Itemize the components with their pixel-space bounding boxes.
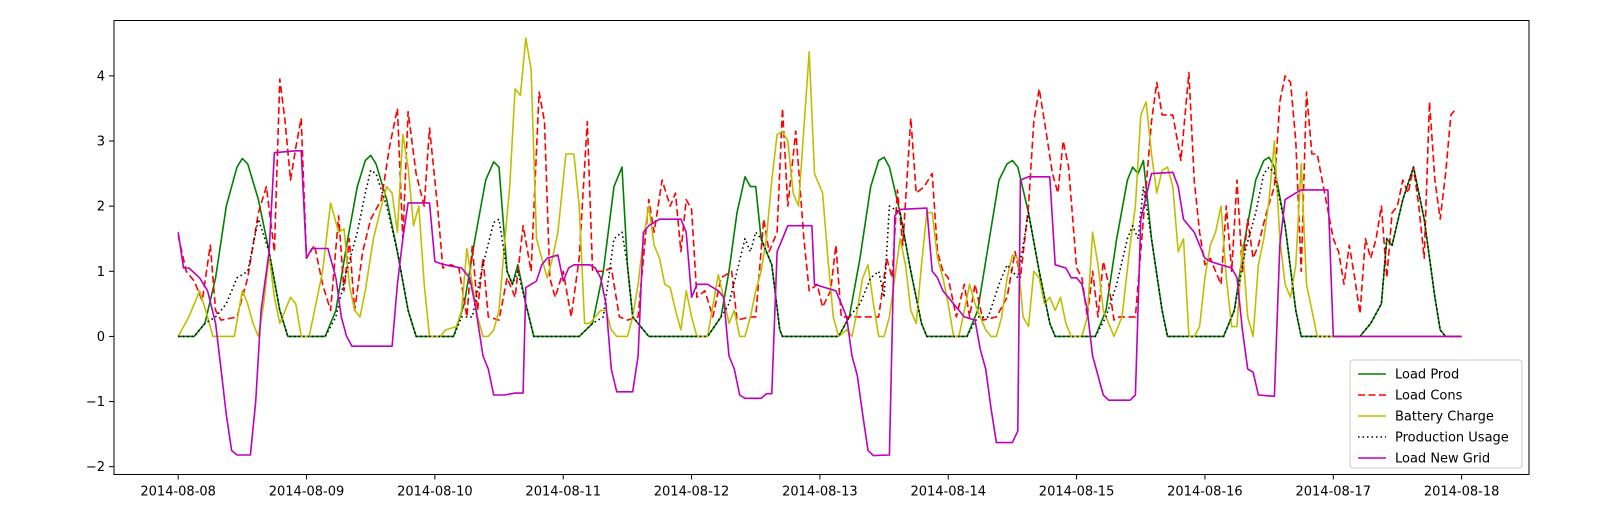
series-line-load-prod	[178, 154, 1462, 338]
x-tick-label: 2014-08-13	[782, 485, 858, 500]
plot-frame	[113, 20, 1530, 475]
x-tick-label: 2014-08-14	[910, 485, 986, 500]
x-axis: 2014-08-08 2014-08-09 2014-08-10 2014-08-11…	[140, 474, 1500, 500]
legend-label: Load Prod	[1395, 368, 1459, 383]
x-tick-label: 2014-08-17	[1295, 485, 1371, 500]
plot-area	[114, 20, 1529, 475]
series-line-load-cons	[177, 71, 1457, 321]
y-tick-label: 3	[97, 135, 105, 150]
series-line-battery-charge	[177, 37, 1462, 338]
y-tick-label: −1	[86, 395, 105, 410]
legend-box	[1349, 359, 1523, 469]
legend-label: Load Cons	[1395, 389, 1463, 404]
x-tick-label: 2014-08-15	[1039, 485, 1115, 500]
y-tick-label: 1	[97, 265, 105, 280]
y-tick-label: 0	[97, 330, 105, 345]
x-tick-label: 2014-08-12	[654, 485, 730, 500]
x-tick-label: 2014-08-08	[140, 485, 216, 500]
series-line-load-new-grid	[177, 150, 1462, 457]
y-tick-label: −2	[86, 460, 105, 475]
x-tick-label: 2014-08-09	[269, 485, 345, 500]
legend-label: Production Usage	[1395, 431, 1509, 446]
y-tick-label: 2	[97, 200, 105, 215]
x-tick-label: 2014-08-10	[397, 485, 473, 500]
x-tick-label: 2014-08-18	[1424, 485, 1500, 500]
legend-label: Load New Grid	[1395, 452, 1490, 467]
legend-label: Battery Charge	[1395, 410, 1494, 425]
y-axis: −2 −1 0 1 2 3 4	[86, 69, 114, 475]
x-tick-label: 2014-08-11	[525, 485, 601, 500]
series-layer	[177, 37, 1462, 457]
x-tick-label: 2014-08-16	[1167, 485, 1243, 500]
y-tick-label: 4	[97, 69, 105, 84]
legend: Load Prod Load Cons Battery Charge Producti…	[1349, 359, 1523, 469]
